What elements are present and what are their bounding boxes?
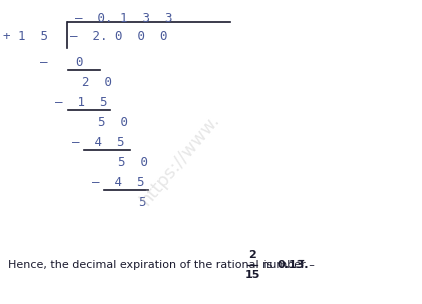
Text: https://www.: https://www.	[137, 111, 223, 209]
Text: –  2. 0  0  0: – 2. 0 0 0	[70, 30, 168, 43]
Text: Hence, the decimal expiration of the rational number –: Hence, the decimal expiration of the rat…	[8, 260, 318, 270]
Text: + 1  5: + 1 5	[3, 30, 48, 43]
Text: 5  0: 5 0	[118, 156, 148, 169]
Text: 2: 2	[249, 250, 256, 260]
Text: is: is	[260, 260, 276, 270]
Text: 5  0: 5 0	[98, 116, 128, 129]
Text: 0.13̅.: 0.13̅.	[278, 260, 309, 270]
Text: –  0. 1  3  3: – 0. 1 3 3	[75, 12, 173, 25]
Text: 0: 0	[75, 56, 82, 69]
Text: –  4  5: – 4 5	[92, 176, 144, 189]
Text: –: –	[40, 56, 48, 69]
Text: 2  0: 2 0	[82, 76, 112, 89]
Text: 15: 15	[245, 270, 260, 280]
Text: 5: 5	[138, 196, 146, 209]
Text: –  1  5: – 1 5	[55, 96, 108, 109]
Text: –  4  5: – 4 5	[72, 136, 124, 149]
